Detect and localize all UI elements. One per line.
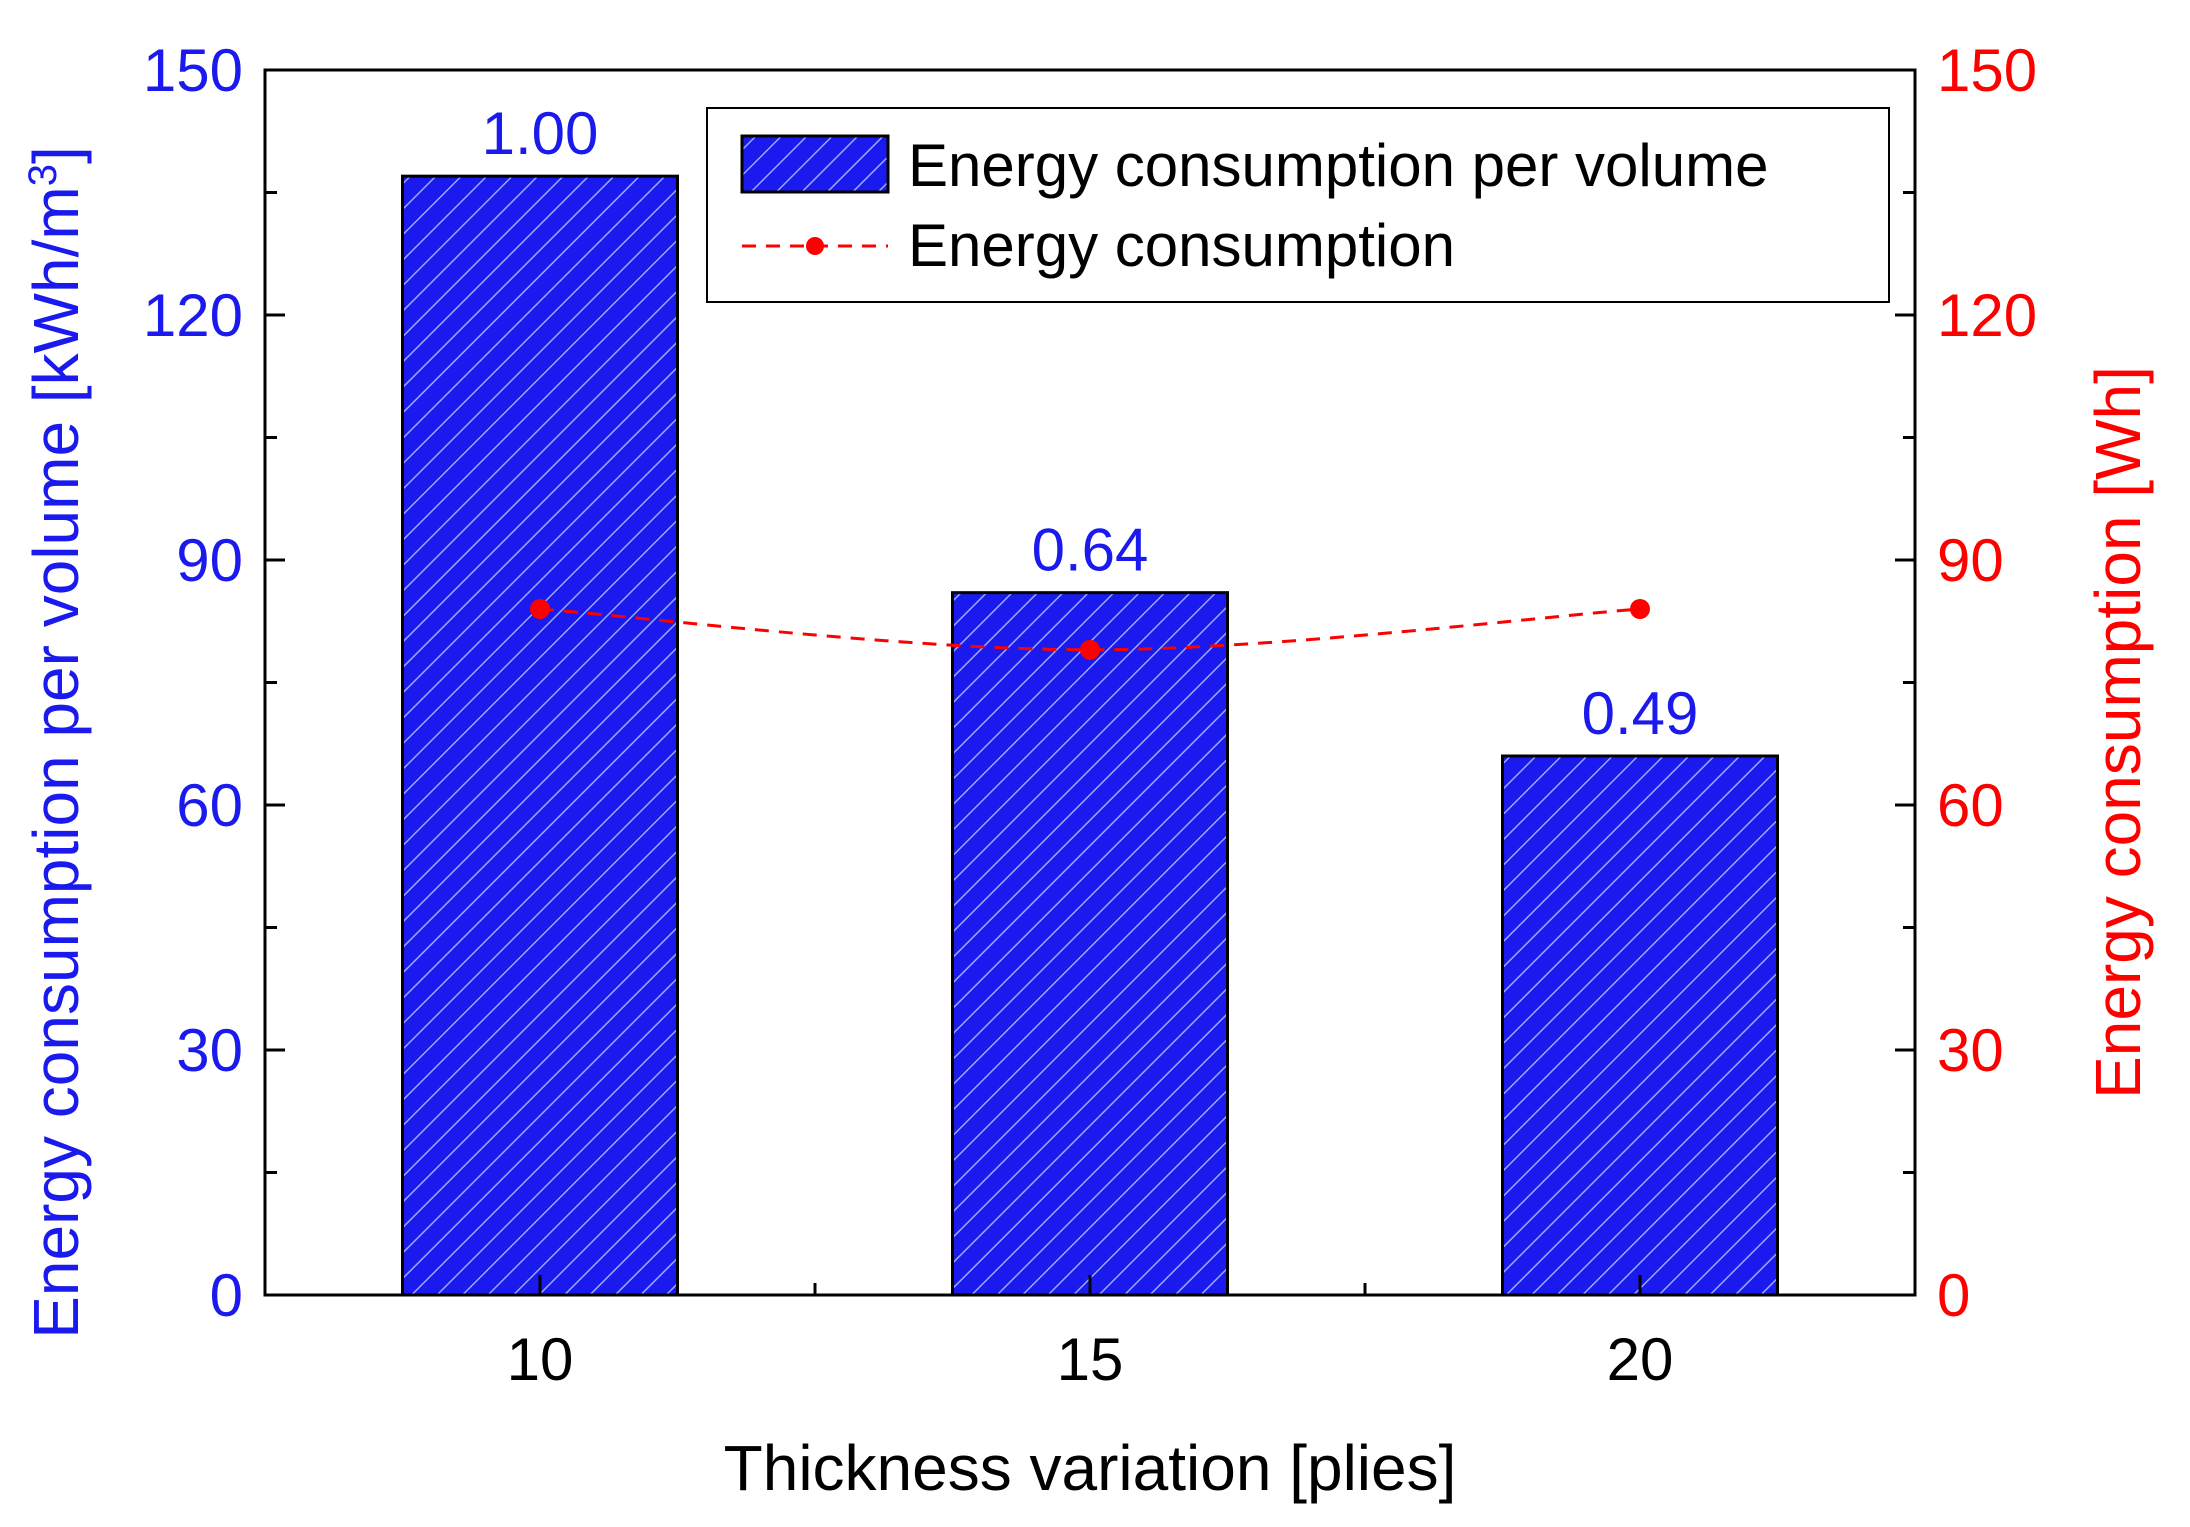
bar-data-label: 0.49 (1582, 680, 1699, 747)
left-tick-label: 60 (176, 772, 243, 839)
right-axis: 0 30 60 90 120 150 (1895, 37, 2037, 1329)
left-axis-title-close: ] (20, 146, 92, 164)
right-tick-label: 120 (1937, 282, 2037, 349)
energy-point-15 (1080, 639, 1100, 660)
left-axis-title-superscript: 3 (21, 164, 65, 186)
right-tick-label: 0 (1937, 1262, 1970, 1329)
x-tick-label: 10 (507, 1326, 574, 1393)
left-tick-label: 30 (176, 1017, 243, 1084)
right-axis-title: Energy consumption [Wh] (2082, 366, 2154, 1099)
energy-point-20 (1630, 599, 1650, 619)
right-tick-label: 150 (1937, 37, 2037, 104)
left-tick-label: 120 (143, 282, 243, 349)
x-axis-title: Thickness variation [plies] (724, 1432, 1457, 1504)
legend-bar-swatch (740, 134, 890, 194)
line-layer (530, 599, 1650, 660)
left-tick-label: 90 (176, 527, 243, 594)
left-tick-label: 150 (143, 37, 243, 104)
legend-line-label: Energy consumption (908, 212, 1455, 279)
x-tick-label: 15 (1057, 1326, 1124, 1393)
x-tick-label: 20 (1607, 1326, 1674, 1393)
energy-consumption-line (539, 607, 1641, 652)
right-tick-label: 60 (1937, 772, 2004, 839)
bar-10 (401, 174, 679, 1297)
legend: Energy consumption per volume Energy con… (706, 107, 1890, 303)
right-tick-label: 30 (1937, 1017, 2004, 1084)
bar-data-label: 1.00 (482, 100, 599, 167)
energy-point-10 (530, 599, 550, 619)
left-axis-title: Energy consumption per volume [kWh/m3] (20, 146, 92, 1339)
bars-layer: 1.00 0.64 0.49 (401, 100, 1779, 1297)
legend-bar-label: Energy consumption per volume (908, 132, 1768, 199)
bar-20 (1501, 754, 1779, 1297)
left-axis-title-main: Energy consumption per volume [kWh/m (20, 186, 92, 1338)
legend-box (706, 107, 1890, 303)
left-tick-label: 0 (210, 1262, 243, 1329)
bar-data-label: 0.64 (1032, 517, 1149, 584)
left-axis: 0 30 60 90 120 150 (143, 37, 285, 1329)
legend-line-marker (806, 237, 824, 255)
x-axis: 10 15 20 (507, 1275, 1674, 1393)
bar-15 (951, 591, 1229, 1297)
right-tick-label: 90 (1937, 527, 2004, 594)
